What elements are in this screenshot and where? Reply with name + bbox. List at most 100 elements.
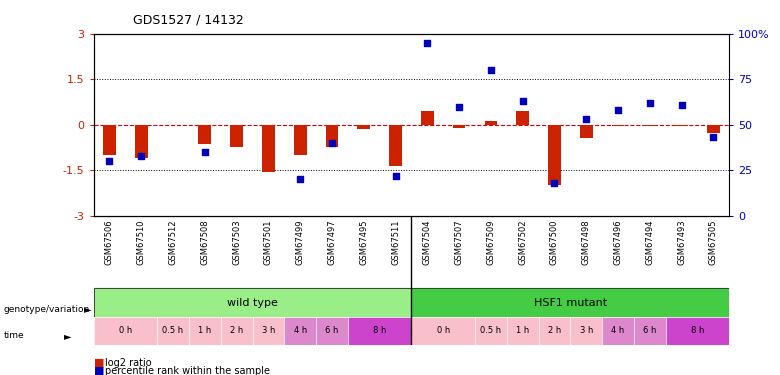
- Text: GSM67495: GSM67495: [360, 219, 368, 265]
- Text: 2 h: 2 h: [548, 326, 561, 335]
- FancyBboxPatch shape: [94, 288, 412, 317]
- Text: GSM67506: GSM67506: [105, 219, 114, 265]
- Text: 3 h: 3 h: [580, 326, 593, 335]
- Text: ►: ►: [84, 304, 92, 314]
- FancyBboxPatch shape: [189, 317, 221, 345]
- Text: percentile rank within the sample: percentile rank within the sample: [105, 366, 271, 375]
- FancyBboxPatch shape: [538, 317, 570, 345]
- Point: [294, 176, 307, 182]
- Text: GSM67494: GSM67494: [645, 219, 654, 265]
- Bar: [580, 125, 593, 138]
- FancyBboxPatch shape: [284, 317, 316, 345]
- Text: time: time: [4, 331, 24, 340]
- Point: [484, 67, 497, 73]
- Bar: [675, 125, 688, 126]
- Text: 4 h: 4 h: [612, 326, 625, 335]
- Bar: [103, 125, 116, 155]
- Text: GSM67508: GSM67508: [200, 219, 209, 265]
- Point: [389, 172, 402, 178]
- FancyBboxPatch shape: [634, 317, 666, 345]
- Text: ■: ■: [94, 358, 104, 368]
- Point: [580, 116, 593, 122]
- Point: [103, 158, 115, 164]
- FancyBboxPatch shape: [348, 317, 412, 345]
- FancyBboxPatch shape: [316, 317, 348, 345]
- Bar: [516, 111, 529, 125]
- Text: genotype/variation: genotype/variation: [4, 305, 90, 314]
- Text: HSF1 mutant: HSF1 mutant: [534, 297, 607, 307]
- Text: wild type: wild type: [227, 297, 278, 307]
- Text: GSM67511: GSM67511: [391, 219, 400, 265]
- Text: GSM67496: GSM67496: [614, 219, 622, 265]
- Text: 1 h: 1 h: [516, 326, 530, 335]
- Text: GDS1527 / 14132: GDS1527 / 14132: [133, 13, 243, 26]
- Bar: [135, 125, 147, 158]
- Bar: [548, 125, 561, 185]
- Text: 8 h: 8 h: [373, 326, 386, 335]
- Bar: [198, 125, 211, 144]
- Text: GSM67493: GSM67493: [677, 219, 686, 265]
- Bar: [484, 121, 498, 125]
- Text: 6 h: 6 h: [644, 326, 657, 335]
- FancyBboxPatch shape: [602, 317, 634, 345]
- Point: [707, 134, 720, 140]
- Text: GSM67503: GSM67503: [232, 219, 241, 265]
- Point: [135, 153, 147, 159]
- Point: [326, 140, 339, 146]
- Text: GSM67500: GSM67500: [550, 219, 559, 265]
- Point: [421, 40, 434, 46]
- FancyBboxPatch shape: [475, 317, 507, 345]
- Text: GSM67512: GSM67512: [168, 219, 178, 265]
- Bar: [357, 125, 370, 129]
- Bar: [421, 111, 434, 125]
- Bar: [262, 125, 275, 172]
- Text: ►: ►: [64, 331, 72, 340]
- Text: 8 h: 8 h: [691, 326, 704, 335]
- Text: 0.5 h: 0.5 h: [162, 326, 183, 335]
- Point: [548, 180, 561, 186]
- Bar: [452, 125, 466, 128]
- Text: GSM67507: GSM67507: [455, 219, 463, 265]
- Text: GSM67501: GSM67501: [264, 219, 273, 265]
- Text: GSM67509: GSM67509: [487, 219, 495, 265]
- FancyBboxPatch shape: [570, 317, 602, 345]
- FancyBboxPatch shape: [507, 317, 538, 345]
- Point: [612, 107, 624, 113]
- Text: GSM67499: GSM67499: [296, 219, 305, 265]
- Text: GSM67502: GSM67502: [518, 219, 527, 265]
- Text: ■: ■: [94, 366, 104, 375]
- Point: [516, 98, 529, 104]
- Text: 6 h: 6 h: [325, 326, 339, 335]
- FancyBboxPatch shape: [666, 317, 729, 345]
- Point: [199, 149, 211, 155]
- Text: GSM67505: GSM67505: [709, 219, 718, 265]
- Text: 0 h: 0 h: [119, 326, 132, 335]
- FancyBboxPatch shape: [412, 288, 729, 317]
- Bar: [389, 125, 402, 166]
- Point: [675, 102, 688, 108]
- Bar: [644, 125, 656, 126]
- Text: GSM67498: GSM67498: [582, 219, 590, 265]
- Point: [453, 104, 466, 110]
- Text: 3 h: 3 h: [262, 326, 275, 335]
- Text: GSM67504: GSM67504: [423, 219, 432, 265]
- Text: 0.5 h: 0.5 h: [480, 326, 502, 335]
- Bar: [707, 125, 720, 133]
- Text: 0 h: 0 h: [437, 326, 450, 335]
- Text: GSM67510: GSM67510: [136, 219, 146, 265]
- Point: [644, 100, 656, 106]
- Bar: [325, 125, 339, 147]
- Bar: [612, 125, 625, 126]
- FancyBboxPatch shape: [412, 317, 475, 345]
- FancyBboxPatch shape: [253, 317, 284, 345]
- FancyBboxPatch shape: [221, 317, 253, 345]
- Text: log2 ratio: log2 ratio: [105, 358, 152, 368]
- Text: 4 h: 4 h: [293, 326, 307, 335]
- Text: GSM67497: GSM67497: [328, 219, 336, 265]
- Text: 1 h: 1 h: [198, 326, 211, 335]
- Bar: [230, 125, 243, 147]
- FancyBboxPatch shape: [158, 317, 189, 345]
- FancyBboxPatch shape: [94, 317, 158, 345]
- Text: 2 h: 2 h: [230, 326, 243, 335]
- Bar: [294, 125, 307, 155]
